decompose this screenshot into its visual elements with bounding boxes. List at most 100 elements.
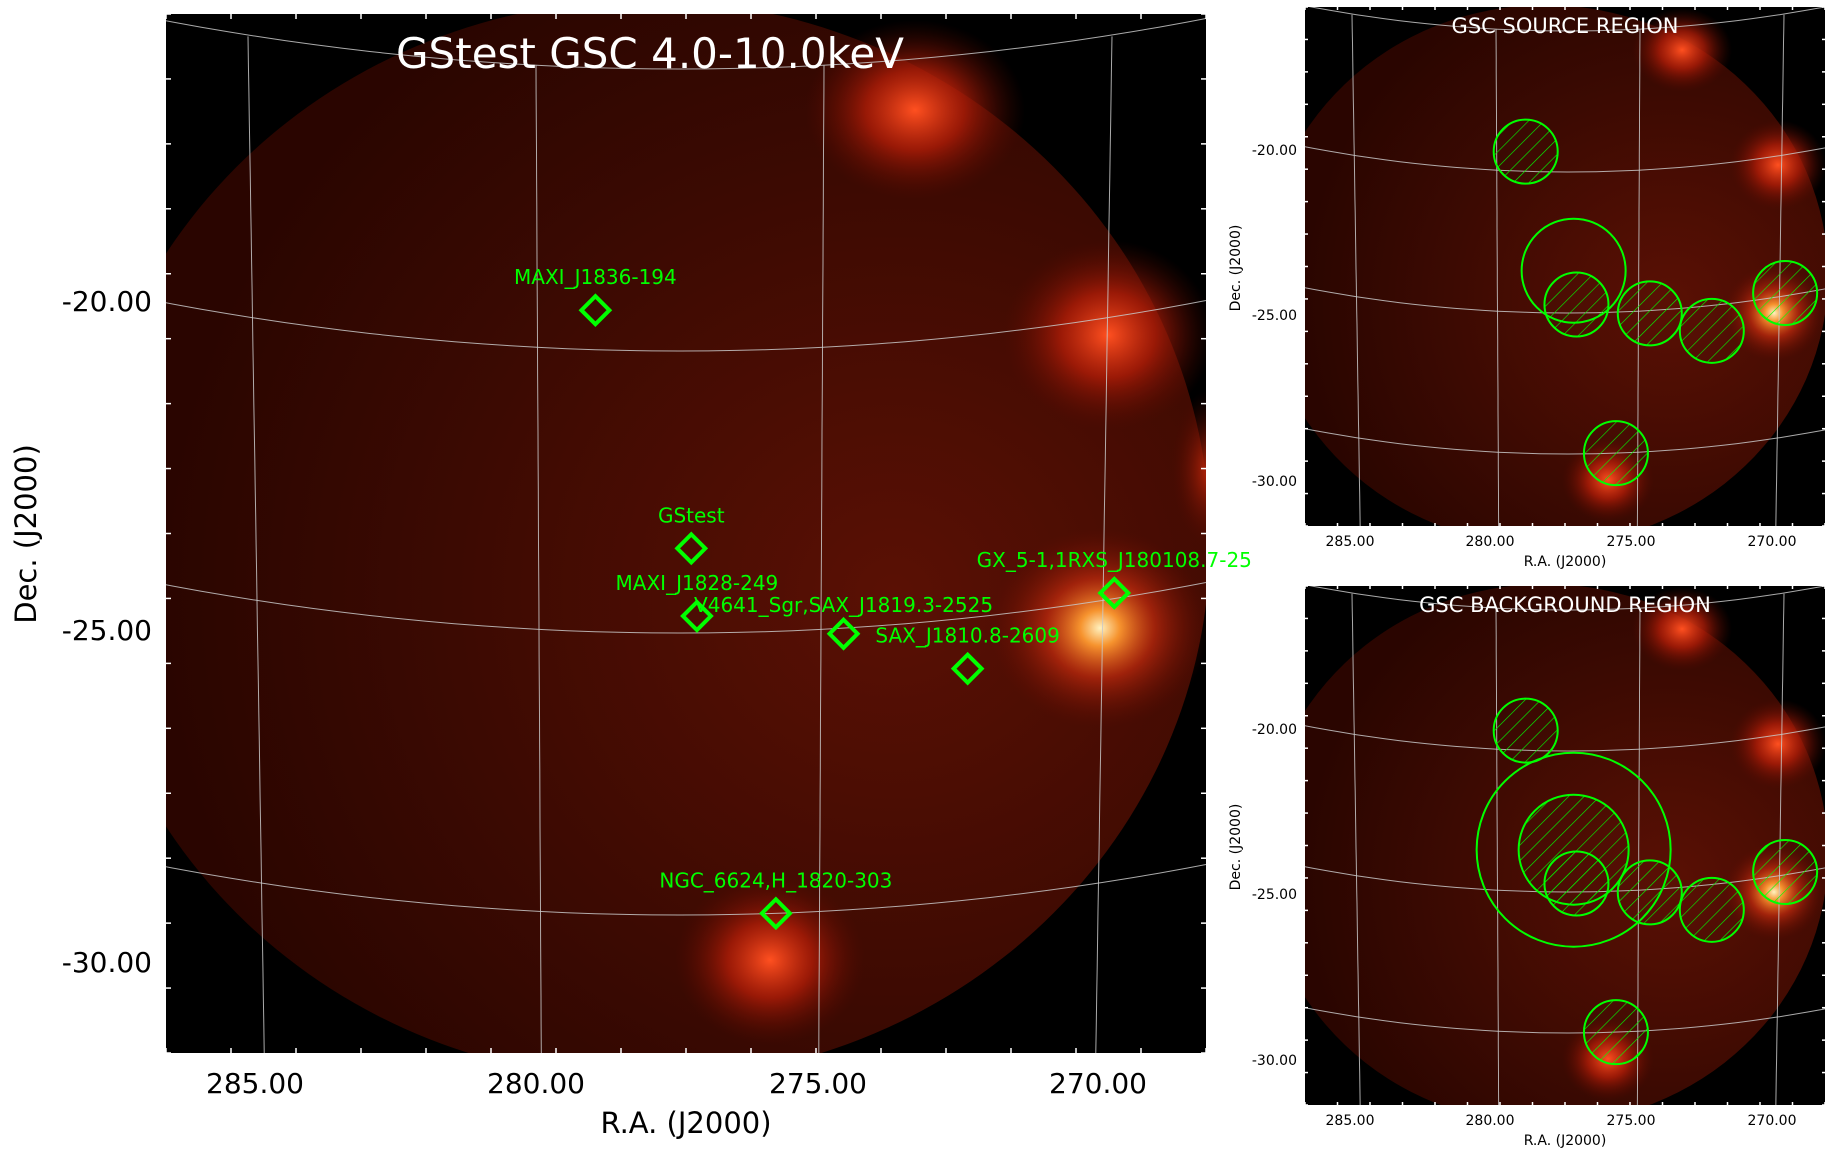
ra-grid-line [535,65,542,1053]
main-sky-image [166,14,1206,1053]
ra-tick-label: 285.00 [1326,534,1375,550]
main-glow [990,528,1206,728]
dec-tick-label: -20.00 [1252,722,1297,738]
ra-tick-label: 275.00 [769,1067,867,1100]
background-region-circles [1475,697,1819,1066]
ra-tick-label: 280.00 [1466,534,1515,550]
main-x-axis-label: R.A. (J2000) [600,1106,771,1140]
exclusion-region [1616,859,1683,926]
exclusion-region [1492,118,1559,185]
ra-tick-label: 280.00 [487,1067,585,1100]
main-y-axis-label: Dec. (J2000) [9,444,43,624]
source-marker [826,616,861,651]
ra-tick-label: 270.00 [1049,1067,1147,1100]
dec-tick-label: -20.00 [1252,143,1297,159]
source-label: MAXI_J1828-249 [616,571,779,595]
dec-grid-line [1305,146,1825,173]
background-inner-exclusion [1517,793,1630,906]
main-panel-title: GStest GSC 4.0-10.0keV [396,29,904,78]
background-ra-tick-labels: 285.00 280.00 275.00 270.00 [1326,1113,1797,1129]
main-panel: MAXI_J1836-194 GStest MAXI_J1828-249V4641_… [9,13,1252,1140]
dec-tick-label: -25.00 [1252,308,1297,324]
source-label: MAXI_J1836-194 [514,265,677,289]
dec-grid-line [166,582,1206,634]
ra-grid-line [1351,14,1361,526]
background-axis-ticks [1304,585,1826,1106]
source-label: GX_5-1,1RXS_J180108.7-25 [977,548,1252,572]
source-label: SAX_J1810.8-2609 [875,624,1059,648]
source-label: V4641_Sgr,SAX_J1819.3-2525 [694,593,993,617]
background-outer-region [1475,751,1672,948]
source-fov-disk [1305,7,1825,526]
ra-tick-label: 275.00 [1607,534,1656,550]
background-region-panel: GSC BACKGROUND REGION 285.00 280.00 275.00… [1208,565,1826,1149]
ra-tick-label: 285.00 [206,1067,304,1100]
dec-grid-line [1308,586,1825,611]
background-panel-title: GSC BACKGROUND REGION [1419,593,1711,617]
dec-grid-line [166,300,1206,352]
ra-grid-line [818,65,825,1053]
source-extraction-region [1520,217,1627,324]
dec-tick-label: -25.00 [62,614,152,647]
source-marker [1097,576,1132,610]
exclusion-region [1752,838,1819,905]
main-fov-disk [166,14,1206,1053]
source-marker [680,599,714,633]
exclusion-region [1492,697,1559,764]
source-panel-title: GSC SOURCE REGION [1452,14,1679,38]
source-sky-image [1208,0,1825,550]
main-glow [1170,390,1206,550]
exclusion-region [1678,876,1745,943]
main-glow [1003,240,1206,430]
main-dec-tick-labels: -20.00 -25.00 -30.00 [62,285,152,979]
exclusion-region [1616,280,1683,347]
source-axis-ticks [1304,6,1826,527]
source-region-panel: GSC SOURCE REGION 285.00 280.00 275.00 270.… [1208,0,1826,570]
source-marker [950,651,985,686]
source-glow [1730,120,1825,210]
ra-tick-label: 270.00 [1748,534,1797,550]
exclusion-region [1582,420,1649,487]
background-dec-tick-labels: -20.00 -25.00 -30.00 [1252,722,1297,1069]
dec-tick-label: -30.00 [62,946,152,979]
ra-grid-line [1495,608,1500,1105]
source-marker [759,896,793,931]
background-sky-image [1208,565,1825,1129]
source-x-axis-label: R.A. (J2000) [1524,554,1607,570]
ra-tick-label: 270.00 [1748,1113,1797,1129]
ra-grid-line [1095,36,1113,1053]
source-region-circles [1492,118,1819,487]
dec-tick-label: -25.00 [1252,887,1297,903]
source-marker [674,531,709,566]
exclusion-region [1582,999,1649,1066]
ra-grid-line [247,36,265,1053]
dec-grid-line [1305,428,1825,455]
source-y-axis-label: Dec. (J2000) [1228,225,1244,312]
source-dec-tick-labels: -20.00 -25.00 -30.00 [1252,143,1297,490]
background-glow [1730,699,1825,789]
main-coordinate-grid [166,18,1206,1053]
ra-grid-line [1495,29,1500,526]
dec-grid-line [166,864,1206,916]
dec-tick-label: -30.00 [1252,1053,1297,1069]
ra-grid-line [1208,0,1223,550]
source-glow [1632,8,1732,92]
dec-grid-line [1308,7,1825,32]
main-glow [675,875,865,1045]
source-label: NGC_6624,H_1820-303 [659,868,892,892]
main-glow [805,20,1025,200]
ra-tick-label: 285.00 [1326,1113,1375,1129]
dec-grid-line [1305,1007,1825,1034]
background-x-axis-label: R.A. (J2000) [1524,1133,1607,1149]
main-axis-ticks [165,13,1207,1054]
exclusion-region [1543,271,1610,338]
dec-grid-line [166,18,1206,70]
background-glow [1632,587,1732,671]
source-ra-tick-labels: 285.00 280.00 275.00 270.00 [1326,534,1797,550]
source-label: GStest [658,503,725,527]
main-ra-tick-labels: 285.00 280.00 275.00 270.00 [206,1067,1147,1100]
source-marker [578,293,613,328]
ra-grid-line [1208,565,1223,1129]
main-source-markers: MAXI_J1836-194 GStest MAXI_J1828-249V4641_… [514,265,1252,931]
